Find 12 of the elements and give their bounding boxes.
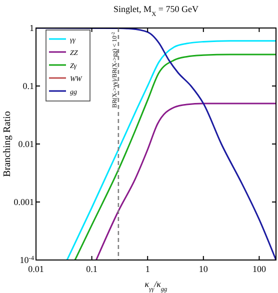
x-tick-label: 100 — [252, 264, 266, 274]
x-tick-label: 1 — [145, 264, 150, 274]
y-axis-title: Branching Ratio — [2, 111, 13, 177]
x-axis-title: κ$_{γγ}$/κ$_{gg}$ — [144, 279, 168, 292]
y-tick-label: 1 — [30, 23, 34, 33]
y-tick-label: 10$^{-4}$ — [20, 254, 35, 265]
y-tick-label: 0.001 — [14, 197, 34, 207]
chart-title: Singlet, M$_{X}$ = 750 GeV — [114, 4, 199, 18]
y-tick-label: 0.1 — [22, 81, 34, 91]
y-tick-label: 0.01 — [18, 139, 34, 149]
x-tick-label: 10 — [198, 264, 208, 274]
x-tick-label: 0.1 — [86, 264, 98, 274]
